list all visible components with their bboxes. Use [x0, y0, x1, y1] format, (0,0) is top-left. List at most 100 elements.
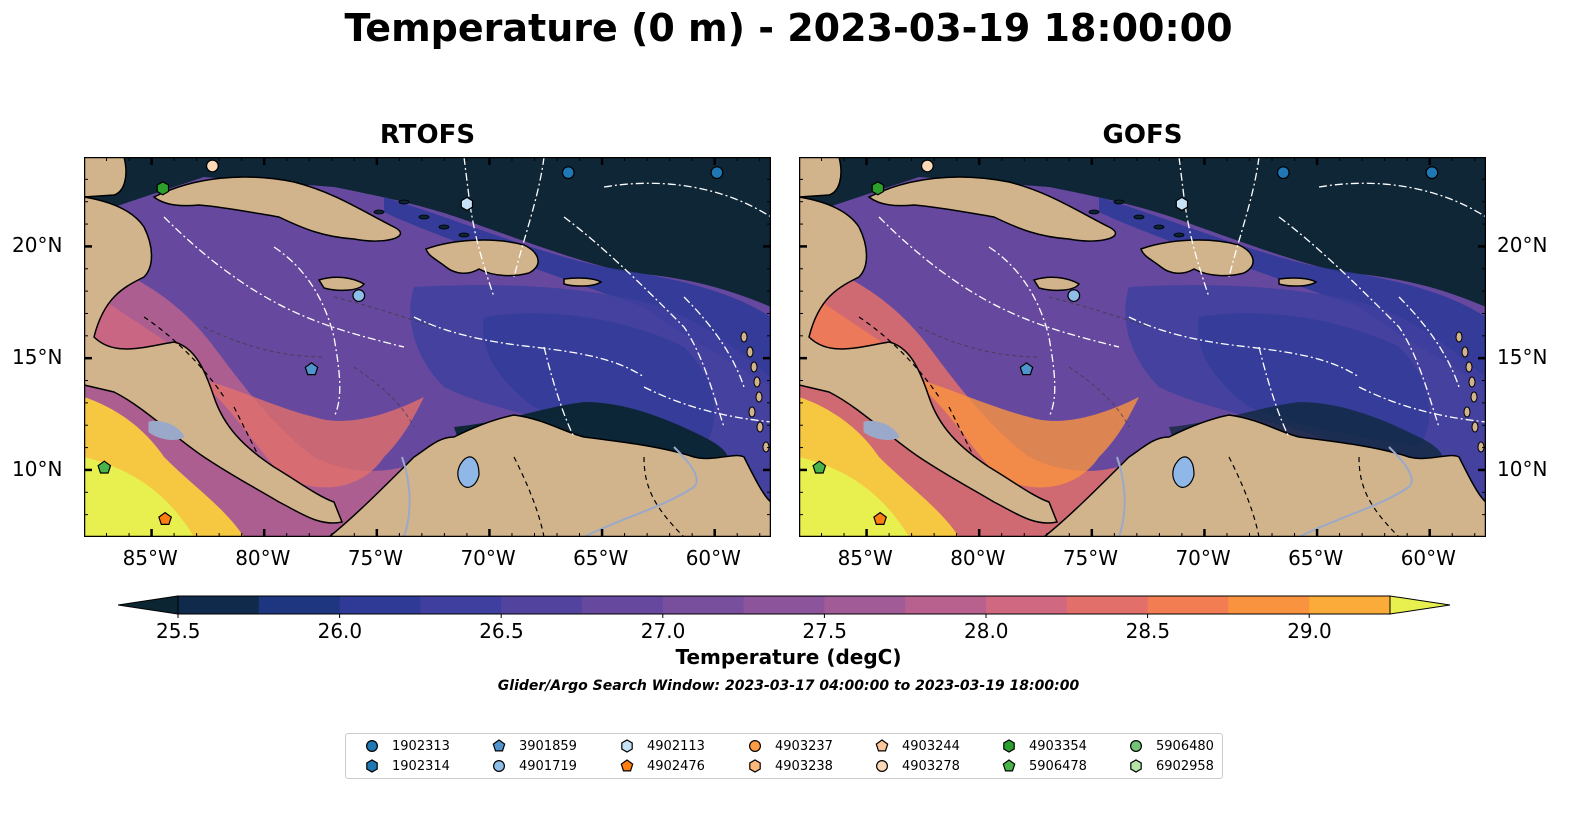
legend-marker-circle — [365, 739, 379, 753]
south-america-land — [1042, 414, 1486, 537]
gofs-map — [799, 157, 1486, 537]
float-marker-6 — [1019, 362, 1034, 376]
legend-marker-circle — [492, 759, 506, 773]
legend-item: 4903244 — [874, 737, 960, 755]
jamaica-land — [317, 276, 366, 292]
legend-label: 4903238 — [775, 758, 833, 774]
legend-marker-hexagon — [366, 759, 378, 773]
colorbar-tick-label: 26.0 — [317, 619, 363, 643]
float-marker-8 — [873, 511, 888, 525]
colorbar-segment — [824, 596, 906, 614]
lon-tick-label: 65°W — [1288, 546, 1344, 570]
float-marker-3 — [710, 166, 724, 180]
colorbar-tick-label: 26.5 — [479, 619, 524, 643]
float-marker-2 — [561, 166, 575, 180]
legend-marker-pentagon — [1002, 759, 1016, 772]
legend-item: 5906480 — [1128, 737, 1214, 755]
colorbar-segment — [1228, 596, 1310, 614]
lat-tick-label-right: 15°N — [1497, 345, 1548, 370]
lon-tick-label: 70°W — [460, 546, 516, 570]
legend-label: 4903244 — [902, 738, 960, 754]
colorbar-tick-label: 27.5 — [802, 619, 847, 643]
colorbar-segment — [501, 596, 583, 614]
lon-tick-label: 75°W — [347, 546, 404, 570]
legend-item: 1902314 — [364, 757, 450, 775]
colorbar-segment — [1066, 596, 1149, 614]
legend-item: 5906478 — [1001, 757, 1087, 775]
colorbar-segment — [420, 596, 502, 614]
legend-label: 4903354 — [1029, 738, 1087, 754]
central-america-land — [84, 196, 344, 524]
panel-title-rtofs: RTOFS — [379, 120, 476, 150]
legend-marker-hexagon — [621, 739, 633, 753]
float-marker-7 — [812, 460, 827, 474]
lon-tick-label: 80°W — [235, 546, 291, 570]
search-window-text: Glider/Argo Search Window: 2023-03-17 04… — [497, 678, 1080, 694]
legend-label: 4902113 — [647, 738, 705, 754]
south-america-land — [327, 414, 771, 537]
legend-label: 5906478 — [1029, 758, 1087, 774]
lon-tick-label: 75°W — [1062, 546, 1119, 570]
legend-item: 1902313 — [364, 737, 450, 755]
float-marker-1 — [920, 159, 934, 173]
legend-label: 4901719 — [519, 758, 577, 774]
colorbar-tick-label: 28.5 — [1125, 619, 1171, 643]
legend-label: 3901859 — [519, 738, 577, 754]
colorbar-segment — [582, 596, 664, 614]
legend-label: 1902314 — [392, 758, 450, 774]
legend-label: 6902958 — [1156, 758, 1214, 774]
legend-marker-pentagon — [620, 759, 634, 772]
jamaica-land — [1032, 276, 1081, 292]
float-marker-4 — [460, 196, 474, 212]
colorbar-segment — [1147, 596, 1229, 614]
legend-marker-circle — [748, 739, 762, 753]
float-marker-5 — [1067, 289, 1081, 303]
legend-item: 4903278 — [874, 757, 960, 775]
legend-label: 1902313 — [392, 738, 450, 754]
legend-label: 5906480 — [1156, 738, 1214, 754]
float-marker-4 — [1175, 196, 1189, 212]
lat-tick-label-left: 20°N — [12, 233, 63, 258]
legend-marker-hexagon — [1003, 739, 1015, 753]
lon-tick-label: 85°W — [122, 546, 178, 570]
colorbar-segment — [905, 596, 987, 614]
panel-title-gofs: GOFS — [1102, 120, 1183, 150]
colorbar-label: Temperature (degC) — [675, 645, 902, 669]
colorbar-segment — [662, 596, 745, 614]
float-marker-6 — [304, 362, 319, 376]
main-title: Temperature (0 m) - 2023-03-19 18:00:00 — [344, 6, 1233, 50]
legend-label: 4903278 — [902, 758, 960, 774]
colorbar — [118, 595, 1451, 618]
legend-marker-circle — [875, 759, 889, 773]
colorbar-segment — [1309, 596, 1391, 614]
legend-marker-pentagon — [492, 739, 506, 752]
legend-marker-hexagon — [1130, 759, 1142, 773]
float-marker-8 — [158, 511, 173, 525]
lat-tick-label-right: 10°N — [1497, 456, 1548, 481]
float-marker-2 — [1276, 166, 1290, 180]
lat-tick-label-right: 20°N — [1497, 233, 1548, 258]
legend-item: 6902958 — [1128, 757, 1214, 775]
float-marker-0 — [156, 181, 170, 196]
legend-item: 4902113 — [619, 737, 705, 755]
legend-marker-circle — [1129, 739, 1143, 753]
legend-item: 4903237 — [747, 737, 833, 755]
float-marker-3 — [1425, 166, 1439, 180]
colorbar-segment — [986, 596, 1068, 614]
colorbar-tick-label: 28.0 — [964, 619, 1009, 643]
legend-marker-pentagon — [875, 739, 889, 752]
lon-tick-label: 85°W — [837, 546, 893, 570]
lat-tick-label-left: 15°N — [12, 345, 63, 370]
rtofs-map — [84, 157, 771, 537]
legend-item: 4901719 — [491, 757, 577, 775]
float-marker-7 — [97, 460, 112, 474]
float-marker-5 — [352, 289, 366, 303]
colorbar-extend-min — [118, 595, 179, 615]
colorbar-tick-label: 25.5 — [156, 619, 201, 643]
float-marker-0 — [871, 181, 885, 196]
legend: 1902313 1902314 3901859 4901719 4902113 49024… — [345, 733, 1223, 779]
float-marker-1 — [205, 159, 219, 173]
legend-label: 4903237 — [775, 738, 833, 754]
lon-tick-label: 60°W — [685, 546, 741, 570]
lon-tick-label: 80°W — [950, 546, 1006, 570]
